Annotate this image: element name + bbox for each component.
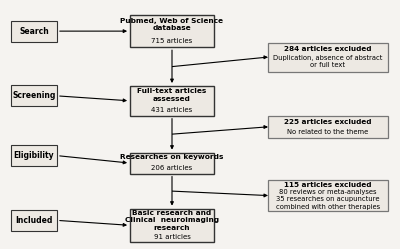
Bar — [130, 152, 214, 174]
Bar — [130, 86, 214, 116]
Text: Search: Search — [19, 27, 49, 36]
Bar — [268, 43, 388, 72]
Bar — [130, 15, 214, 47]
Text: 284 articles excluded: 284 articles excluded — [284, 46, 372, 52]
Text: Duplication, absence of abstract
or full text: Duplication, absence of abstract or full… — [273, 55, 383, 68]
Text: Basic research and
Clinical  neuroimaging
research: Basic research and Clinical neuroimaging… — [125, 210, 219, 231]
Text: Screening: Screening — [12, 91, 56, 100]
Text: 91 articles: 91 articles — [154, 234, 190, 240]
Text: Full-text articles
assessed: Full-text articles assessed — [137, 88, 207, 102]
Text: Eligibility: Eligibility — [14, 151, 54, 160]
Bar — [268, 180, 388, 211]
Bar — [11, 21, 57, 42]
Text: 715 articles: 715 articles — [151, 38, 193, 44]
Text: 225 articles excluded: 225 articles excluded — [284, 119, 372, 125]
Text: 431 articles: 431 articles — [151, 107, 193, 113]
Text: 80 reviews or meta-analyses
35 researches on acupuncture
combined with other the: 80 reviews or meta-analyses 35 researche… — [276, 188, 380, 210]
Text: 206 articles: 206 articles — [151, 165, 193, 171]
Bar — [11, 85, 57, 107]
Bar — [130, 209, 214, 242]
Bar — [268, 117, 388, 137]
Bar — [11, 145, 57, 166]
Text: 115 articles excluded: 115 articles excluded — [284, 182, 372, 187]
Text: No related to the theme: No related to the theme — [287, 128, 369, 135]
Bar — [11, 210, 57, 231]
Text: Included: Included — [15, 216, 53, 225]
Text: Pubmed, Web of Science
database: Pubmed, Web of Science database — [120, 18, 224, 31]
Text: Researches on keywords: Researches on keywords — [120, 154, 224, 160]
